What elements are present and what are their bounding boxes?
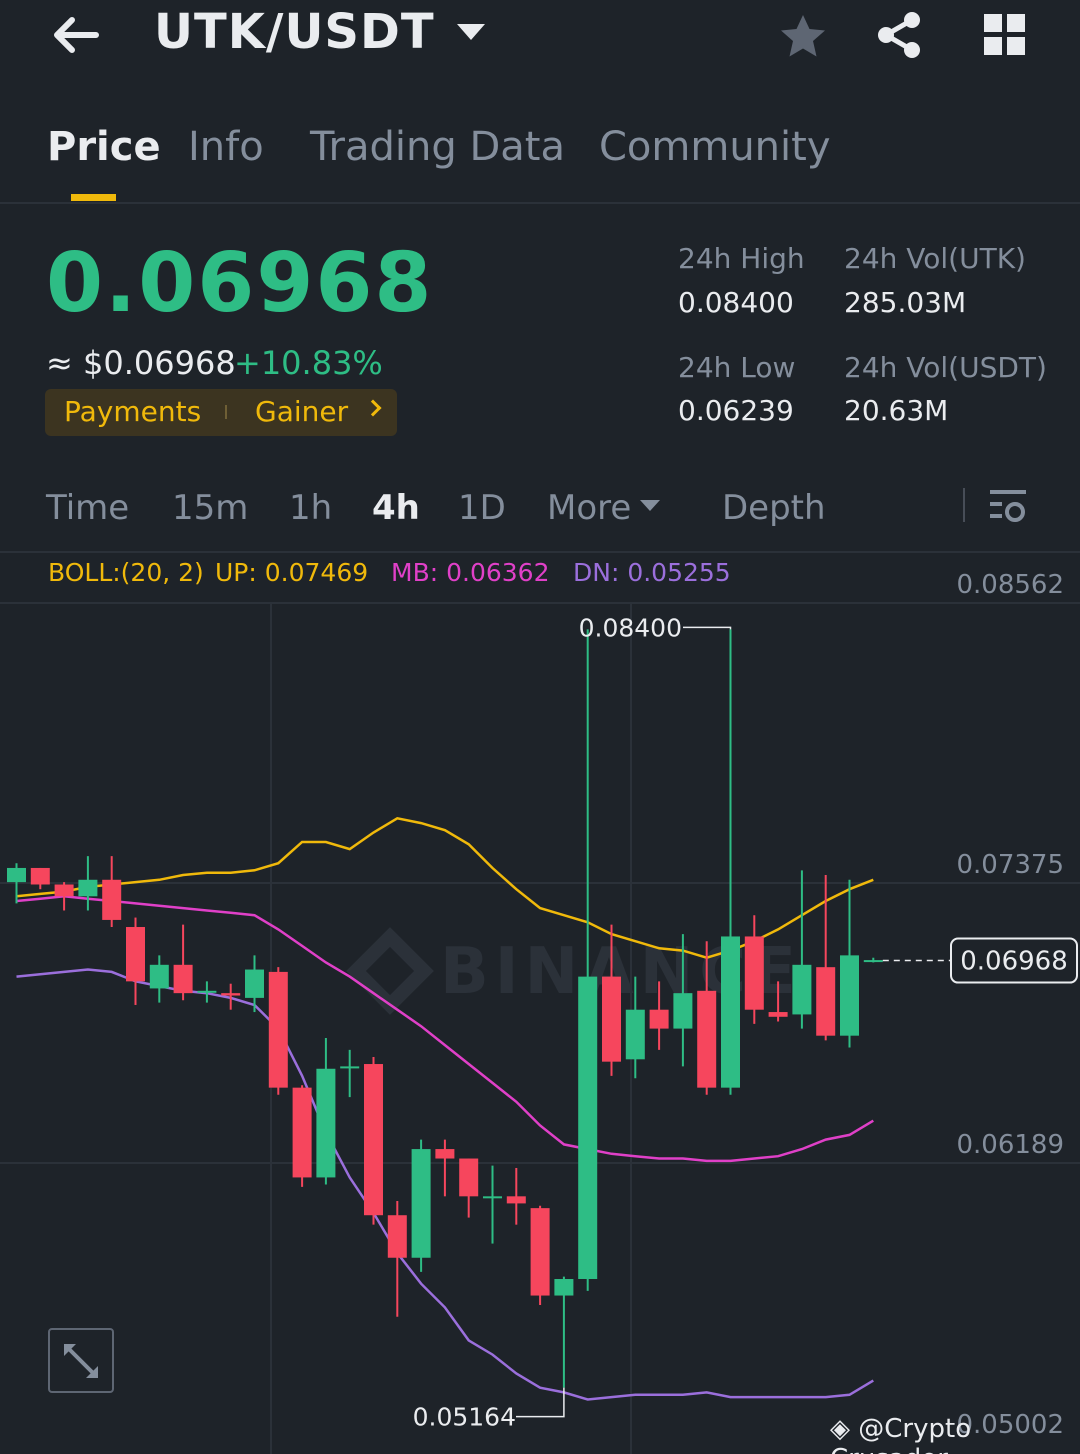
min-price-label: 0.05164 xyxy=(413,1403,516,1432)
candle-body xyxy=(268,971,288,1088)
grid-menu-icon[interactable] xyxy=(982,12,1028,58)
tab-price[interactable]: Price xyxy=(47,124,161,170)
y-axis-tick-label: 0.07375 xyxy=(956,850,1064,880)
candle-body xyxy=(340,1066,360,1069)
dropdown-caret-icon xyxy=(456,24,485,40)
expand-icon xyxy=(64,1344,98,1378)
active-tab-indicator xyxy=(71,194,116,201)
interval-1d[interactable]: 1D xyxy=(458,488,506,528)
candle-body xyxy=(7,867,26,883)
candle-body xyxy=(245,969,264,998)
exchange-logo-icon xyxy=(346,927,434,1015)
vol-quote-label: 24h Vol(USDT) xyxy=(844,351,1047,384)
boll-mb: MB: 0.06362 xyxy=(391,558,550,587)
tab-trading-data[interactable]: Trading Data xyxy=(310,124,565,170)
candle-body xyxy=(721,936,740,1088)
tag-payments: Payments xyxy=(64,395,202,428)
candle-body xyxy=(483,1196,502,1199)
candle-body xyxy=(816,967,836,1036)
price-change: +10.83% xyxy=(234,344,383,382)
fiat-price: ≈ $0.06968 xyxy=(46,344,236,382)
candle-body xyxy=(578,976,598,1280)
candle-body xyxy=(197,990,217,993)
interval-1h[interactable]: 1h xyxy=(289,488,333,528)
candle-body xyxy=(863,960,883,963)
candle-body xyxy=(506,1196,526,1204)
high-label: 24h High xyxy=(678,242,805,275)
candle-body xyxy=(625,1009,645,1060)
candle-body xyxy=(364,1064,383,1216)
source-watermark: ◈ @Crypto Crusador xyxy=(830,1414,972,1454)
candle-body xyxy=(102,879,122,920)
boll-label: BOLL:(20, 2) xyxy=(48,558,204,587)
boll-dn: DN: 0.05255 xyxy=(573,558,731,587)
more-caret-icon xyxy=(640,500,660,511)
candle-body xyxy=(316,1068,336,1178)
candle-body xyxy=(459,1158,479,1197)
interval-depth[interactable]: Depth xyxy=(722,488,826,528)
candle-body xyxy=(78,879,98,897)
tag-divider xyxy=(225,405,227,419)
interval-4h[interactable]: 4h xyxy=(372,488,420,528)
star-icon[interactable] xyxy=(778,12,828,62)
candle-body xyxy=(673,993,693,1029)
candle-body xyxy=(149,964,169,989)
interval-15m[interactable]: 15m xyxy=(172,488,249,528)
candle-body xyxy=(697,990,717,1088)
vol-base-label: 24h Vol(UTK) xyxy=(844,242,1026,275)
candle-body xyxy=(530,1208,550,1296)
candle-body xyxy=(292,1087,312,1178)
min-price-leader xyxy=(516,1387,565,1418)
pair-title: UTK/USDT xyxy=(154,4,435,60)
low-label: 24h Low xyxy=(678,351,796,384)
back-arrow-icon[interactable] xyxy=(48,10,104,60)
candle-body xyxy=(602,976,621,1062)
candlestick-chart[interactable]: BINANCE0.085620.073750.061890.050020.084… xyxy=(0,553,1080,1454)
fullscreen-button[interactable] xyxy=(48,1328,114,1393)
vol-base-value: 285.03M xyxy=(844,286,967,319)
candle-body xyxy=(792,964,812,1015)
chevron-right-icon xyxy=(364,399,382,417)
high-value: 0.08400 xyxy=(678,286,794,319)
max-price-leader xyxy=(683,626,732,630)
candle-body xyxy=(435,1149,455,1159)
chart-settings-icon[interactable] xyxy=(988,488,1028,526)
candle-body xyxy=(649,1009,669,1029)
low-value: 0.06239 xyxy=(678,394,794,427)
tag-box[interactable]: Payments Gainer xyxy=(45,389,397,436)
candle-body xyxy=(840,955,859,1036)
boll-up: UP: 0.07469 xyxy=(215,558,369,587)
candle-body xyxy=(387,1215,407,1258)
pair-selector[interactable]: UTK/USDT xyxy=(154,4,485,60)
vol-quote-value: 20.63M xyxy=(844,394,949,427)
candle-body xyxy=(744,936,764,1010)
last-price-tag xyxy=(950,937,1078,984)
interval-time[interactable]: Time xyxy=(46,488,130,528)
candle-body xyxy=(173,964,193,994)
boll-middle-line xyxy=(16,895,874,1163)
top-bar: UTK/USDT xyxy=(0,0,1080,80)
candle-body xyxy=(411,1149,431,1258)
candle-body xyxy=(221,993,241,996)
max-price-label: 0.08400 xyxy=(579,613,682,642)
candle-body xyxy=(768,1012,788,1017)
y-axis-tick-label: 0.05002 xyxy=(956,1410,1064,1440)
tab-info[interactable]: Info xyxy=(188,124,264,170)
last-price: 0.06968 xyxy=(46,236,434,331)
candle-body xyxy=(554,1279,574,1296)
share-icon[interactable] xyxy=(874,10,924,60)
last-price-tag-label: 0.06968 xyxy=(960,947,1068,977)
y-axis-tick-label: 0.08562 xyxy=(956,570,1064,600)
interval-more[interactable]: More xyxy=(547,488,632,528)
tab-community[interactable]: Community xyxy=(599,124,831,170)
tag-gainer: Gainer xyxy=(255,395,349,428)
candle-body xyxy=(30,867,50,885)
y-axis-tick-label: 0.06189 xyxy=(956,1130,1064,1160)
divider xyxy=(0,551,1080,553)
tab-bar: Price Info Trading Data Community xyxy=(0,118,1080,204)
candle-body xyxy=(126,927,145,982)
candle-body xyxy=(54,884,74,897)
divider xyxy=(963,488,965,522)
